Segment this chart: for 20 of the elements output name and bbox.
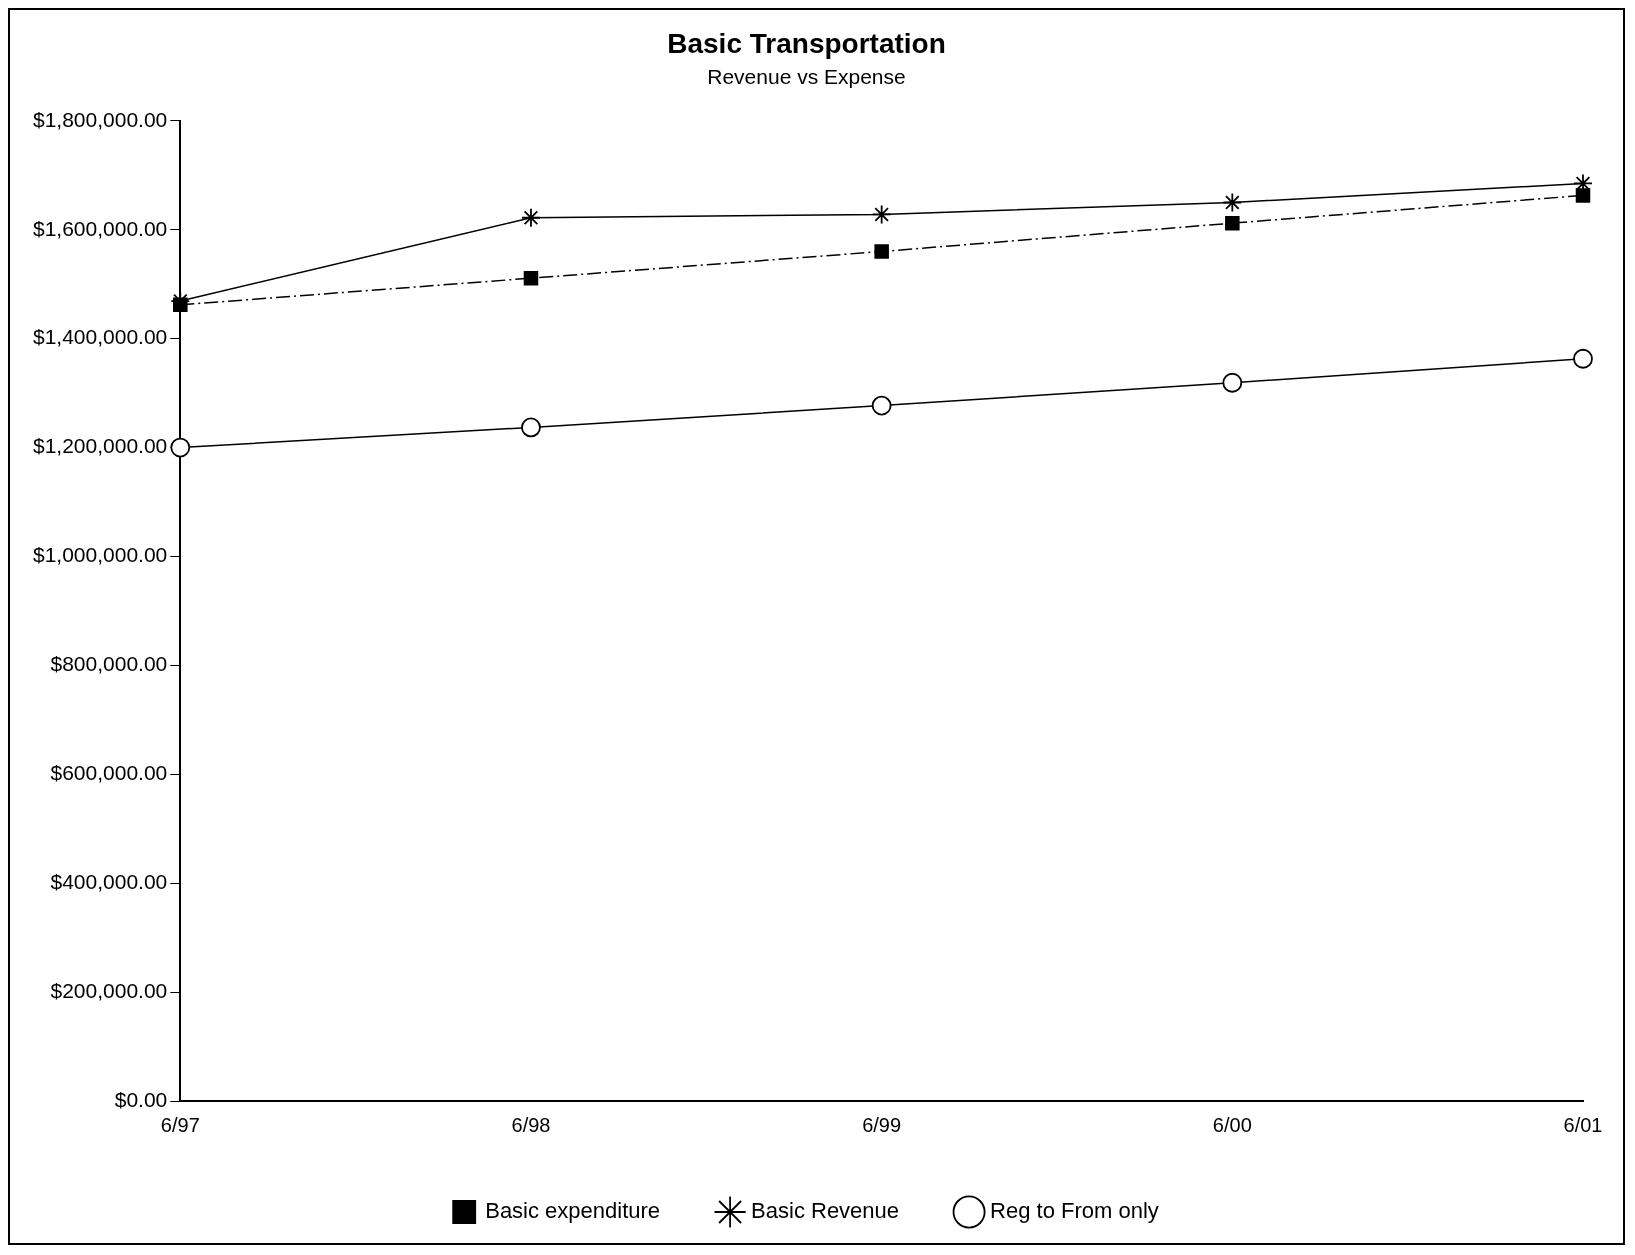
y-tick-label: $1,200,000.00 [33,434,168,458]
y-tick-label: $0.00 [114,1087,168,1111]
x-tick-label: 6/97 [160,1113,200,1136]
legend-label: Basic Revenue [751,1198,900,1224]
x-tick-label: 6/98 [511,1113,551,1136]
x-tick-label: 6/99 [862,1113,902,1136]
y-tick-label: $400,000.00 [50,869,168,893]
y-tick-label: $1,400,000.00 [33,325,168,349]
y-tick-label: $1,600,000.00 [33,216,168,240]
x-tick-label: 6/00 [1212,1113,1252,1136]
chart-subtitle: Revenue vs Expense [707,65,906,88]
chart-title: Basic Transportation [667,27,946,59]
legend-label: Basic expenditure [485,1198,661,1224]
y-tick-label: $1,800,000.00 [33,107,168,131]
x-tick-label: 6/01 [1563,1113,1603,1136]
y-tick-label: $800,000.00 [50,652,168,676]
legend-label: Reg to From only [990,1198,1159,1224]
y-tick-label: $600,000.00 [50,761,168,785]
y-tick-label: $1,000,000.00 [33,543,168,567]
y-tick-label: $200,000.00 [50,978,168,1002]
